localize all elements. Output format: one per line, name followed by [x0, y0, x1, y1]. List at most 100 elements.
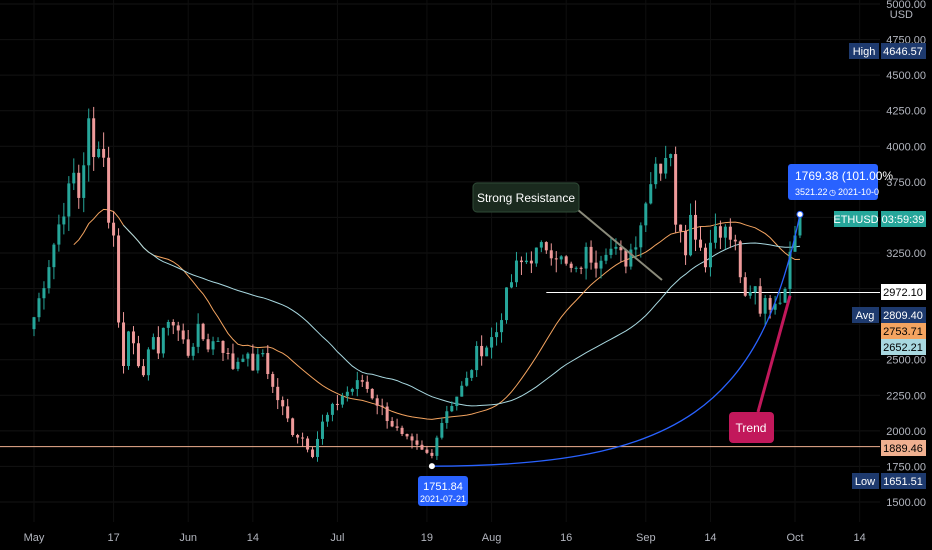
- candle-body: [445, 411, 449, 423]
- support-badge: 1889.46: [881, 440, 926, 456]
- candle-body: [102, 148, 106, 158]
- candle-body: [539, 242, 543, 248]
- candle-body: [614, 246, 618, 249]
- candle-body: [549, 250, 553, 259]
- candle-body: [122, 322, 126, 366]
- candle-body: [161, 327, 165, 354]
- candle-body: [738, 241, 742, 278]
- candle-body: [420, 444, 424, 450]
- candle-body: [500, 320, 504, 333]
- candle-body: [713, 226, 717, 243]
- measure-end-marker[interactable]: [796, 210, 804, 218]
- candle-body: [524, 260, 528, 263]
- measure-detail: 3521.22: [795, 187, 828, 197]
- candle-body: [107, 157, 111, 223]
- candle-body: [221, 340, 225, 353]
- trend-label: Trend: [736, 421, 767, 435]
- candle-body: [236, 361, 240, 369]
- candle-body: [350, 388, 354, 392]
- candle-body: [191, 346, 195, 356]
- trend-arrow[interactable]: [756, 295, 792, 413]
- trend-label-box[interactable]: [729, 412, 774, 443]
- candle-body: [57, 224, 61, 245]
- y-tick-label: 4000.00: [886, 141, 926, 153]
- candle-body: [569, 263, 573, 268]
- resistance-arrow[interactable]: [577, 209, 663, 281]
- candle-body: [793, 235, 797, 252]
- candle-body: [718, 226, 722, 238]
- candle-body: [465, 377, 469, 386]
- candle-body: [609, 248, 613, 255]
- candle-body: [311, 449, 315, 457]
- candle-body: [778, 302, 782, 304]
- candle-body: [127, 331, 131, 366]
- candle-body: [694, 214, 698, 240]
- low-point-marker[interactable]: [428, 463, 435, 470]
- candle-body: [196, 323, 200, 347]
- x-tick-label: 14: [704, 532, 716, 544]
- x-tick-label: Aug: [482, 532, 502, 544]
- ma-fast-badge: 2652.21: [881, 339, 926, 355]
- candle-body: [723, 226, 727, 238]
- candle-body: [77, 172, 81, 198]
- candle-body: [256, 354, 260, 371]
- candle-body: [231, 353, 235, 369]
- candle-body: [390, 421, 394, 427]
- candle-body: [246, 353, 250, 359]
- candle-body: [475, 345, 479, 371]
- y-tick-label: 1750.00: [886, 461, 926, 473]
- x-tick-label: Jun: [179, 532, 197, 544]
- candle-body: [261, 353, 265, 355]
- candle-body: [505, 287, 509, 321]
- candle-body: [758, 286, 762, 314]
- candle-body: [733, 239, 737, 242]
- high-badge-label: High: [853, 46, 876, 58]
- candle-body: [534, 247, 538, 264]
- candle-body: [47, 267, 51, 289]
- y-tick-label: 4250.00: [886, 106, 926, 118]
- candle-body: [768, 298, 772, 310]
- candle-body: [624, 250, 628, 267]
- x-tick-label: Oct: [786, 532, 803, 544]
- candle-body: [171, 321, 175, 326]
- y-tick-label: 2000.00: [886, 426, 926, 438]
- candle-body: [509, 282, 513, 288]
- candle-body: [216, 340, 220, 342]
- y-axis[interactable]: USD 1500.001750.002000.002250.002500.002…: [886, 0, 926, 509]
- candle-body: [291, 418, 295, 436]
- candle-body: [743, 277, 747, 296]
- candle-body: [763, 298, 767, 314]
- candle-body: [564, 256, 568, 264]
- x-axis[interactable]: May 17 Jun 14 Jul 19 Aug 16 Sep 14 Oct 14: [24, 532, 866, 544]
- candle-body: [410, 436, 414, 441]
- candle-body: [241, 358, 245, 362]
- measure-badge: [788, 164, 878, 200]
- candle-body: [131, 331, 135, 344]
- candle-body: [470, 370, 474, 378]
- candle-body: [136, 343, 140, 367]
- candle-body: [644, 203, 648, 226]
- candle-body: [276, 386, 280, 401]
- candle-body: [345, 391, 349, 397]
- candle-body: [62, 216, 66, 225]
- candle-body: [340, 396, 344, 405]
- strong-resistance-box[interactable]: [472, 182, 580, 213]
- candle-body: [430, 452, 434, 456]
- candle-body: [629, 249, 633, 267]
- x-tick-label: Sep: [636, 532, 656, 544]
- candle-body: [450, 405, 454, 412]
- candle-body: [748, 292, 752, 296]
- candle-body: [455, 396, 459, 406]
- moving-average-fast: [123, 224, 801, 407]
- candle-body: [355, 380, 359, 389]
- candle-body: [619, 246, 623, 251]
- candle-body: [703, 247, 707, 268]
- candle-body: [798, 214, 802, 236]
- trend-curve[interactable]: [431, 214, 801, 467]
- candle-body: [753, 286, 757, 293]
- candle-body: [365, 381, 369, 389]
- candle-body: [146, 349, 150, 376]
- candle-body: [634, 247, 638, 250]
- candle-body: [574, 267, 578, 269]
